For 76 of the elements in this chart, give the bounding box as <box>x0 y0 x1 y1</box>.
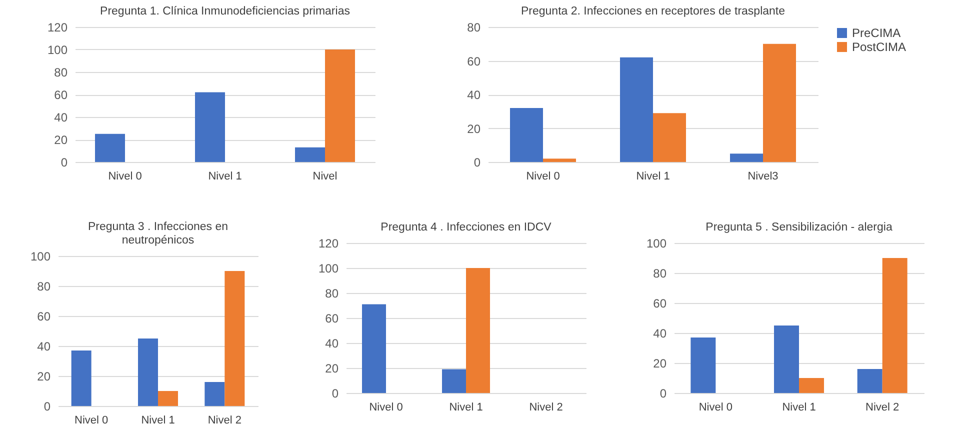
y-tick-label: 0 <box>659 386 666 400</box>
x-tick-label: Nivel3 <box>748 170 779 182</box>
bar <box>798 378 824 393</box>
bar <box>204 382 225 406</box>
x-tick-label: Nivel 1 <box>208 170 242 182</box>
y-tick-label: 40 <box>467 88 482 102</box>
bar <box>324 50 355 162</box>
y-tick-label: 40 <box>54 110 68 124</box>
bar <box>690 338 716 393</box>
bar <box>466 268 490 393</box>
chart-title: Pregunta 5 . Sensibilización - alergia <box>705 222 893 234</box>
y-tick-label: 20 <box>467 122 482 136</box>
bar <box>882 258 907 393</box>
y-tick-label: 80 <box>325 286 339 300</box>
bar <box>442 369 466 393</box>
x-tick-label: Nivel 1 <box>782 402 816 414</box>
y-tick-label: 0 <box>60 156 68 170</box>
y-tick-label: 20 <box>652 356 666 370</box>
y-tick-label: 60 <box>325 312 339 326</box>
y-tick-label: 40 <box>652 326 666 340</box>
y-tick-label: 60 <box>37 310 52 324</box>
x-tick-label: Nivel 2 <box>865 402 899 414</box>
y-tick-label: 60 <box>652 296 666 310</box>
y-tick-label: 0 <box>474 156 482 170</box>
y-tick-label: 100 <box>646 236 666 250</box>
y-tick-label: 100 <box>318 262 339 276</box>
y-tick-label: 40 <box>37 340 52 354</box>
chart-title: Pregunta 1. Clínica Inmunodeficiencias primarias <box>100 6 350 18</box>
y-tick-label: 80 <box>467 20 482 34</box>
x-tick-label: Nivel 2 <box>529 402 563 414</box>
y-tick-label: 60 <box>467 54 482 68</box>
x-tick-label: Nivel 1 <box>636 170 670 182</box>
y-tick-label: 120 <box>318 236 339 250</box>
x-tick-label: Nivel 1 <box>449 402 483 414</box>
y-tick-label: 80 <box>652 266 666 280</box>
bar <box>72 350 92 406</box>
bar <box>158 391 178 406</box>
y-tick-label: 80 <box>37 280 52 294</box>
x-tick-label: Nivel 1 <box>142 414 176 426</box>
y-tick-label: 20 <box>37 370 52 384</box>
bar <box>543 158 576 162</box>
bar <box>194 92 225 162</box>
x-tick-label: Nivel <box>312 170 337 182</box>
y-tick-label: 0 <box>44 400 52 414</box>
x-tick-label: Nivel 0 <box>74 414 108 426</box>
x-tick-label: Nivel 0 <box>108 170 142 182</box>
bar <box>774 326 799 393</box>
y-tick-label: 60 <box>54 88 68 102</box>
bar <box>730 154 764 162</box>
legend-label: PostCIMA <box>852 40 906 54</box>
y-tick-label: 80 <box>54 66 68 80</box>
y-tick-label: 20 <box>54 133 68 147</box>
bar <box>510 108 544 162</box>
bar <box>224 271 245 406</box>
bar <box>763 44 796 162</box>
y-tick-label: 0 <box>332 386 339 400</box>
y-tick-label: 20 <box>325 362 339 376</box>
bar <box>294 147 325 162</box>
y-tick-label: 100 <box>47 43 68 57</box>
x-tick-label: Nivel 0 <box>369 402 403 414</box>
legend-label: PreCIMA <box>852 26 901 40</box>
y-tick-label: 100 <box>30 250 52 264</box>
bar <box>138 338 158 406</box>
bar <box>94 134 125 162</box>
chart-title: Pregunta 4 . Infecciones en IDCV <box>380 222 552 234</box>
y-tick-label: 120 <box>47 20 68 34</box>
chart-title: Pregunta 3 . Infecciones en neutropénicos <box>88 221 228 246</box>
bar <box>856 369 882 393</box>
x-tick-label: Nivel 0 <box>698 402 732 414</box>
bar <box>620 57 654 162</box>
x-tick-label: Nivel 2 <box>208 414 242 426</box>
chart-title: Pregunta 2. Infecciones en receptores de trasplante <box>521 6 786 18</box>
y-tick-label: 40 <box>325 336 339 350</box>
bar <box>362 304 386 393</box>
bar <box>653 113 686 162</box>
x-tick-label: Nivel 0 <box>526 170 560 182</box>
